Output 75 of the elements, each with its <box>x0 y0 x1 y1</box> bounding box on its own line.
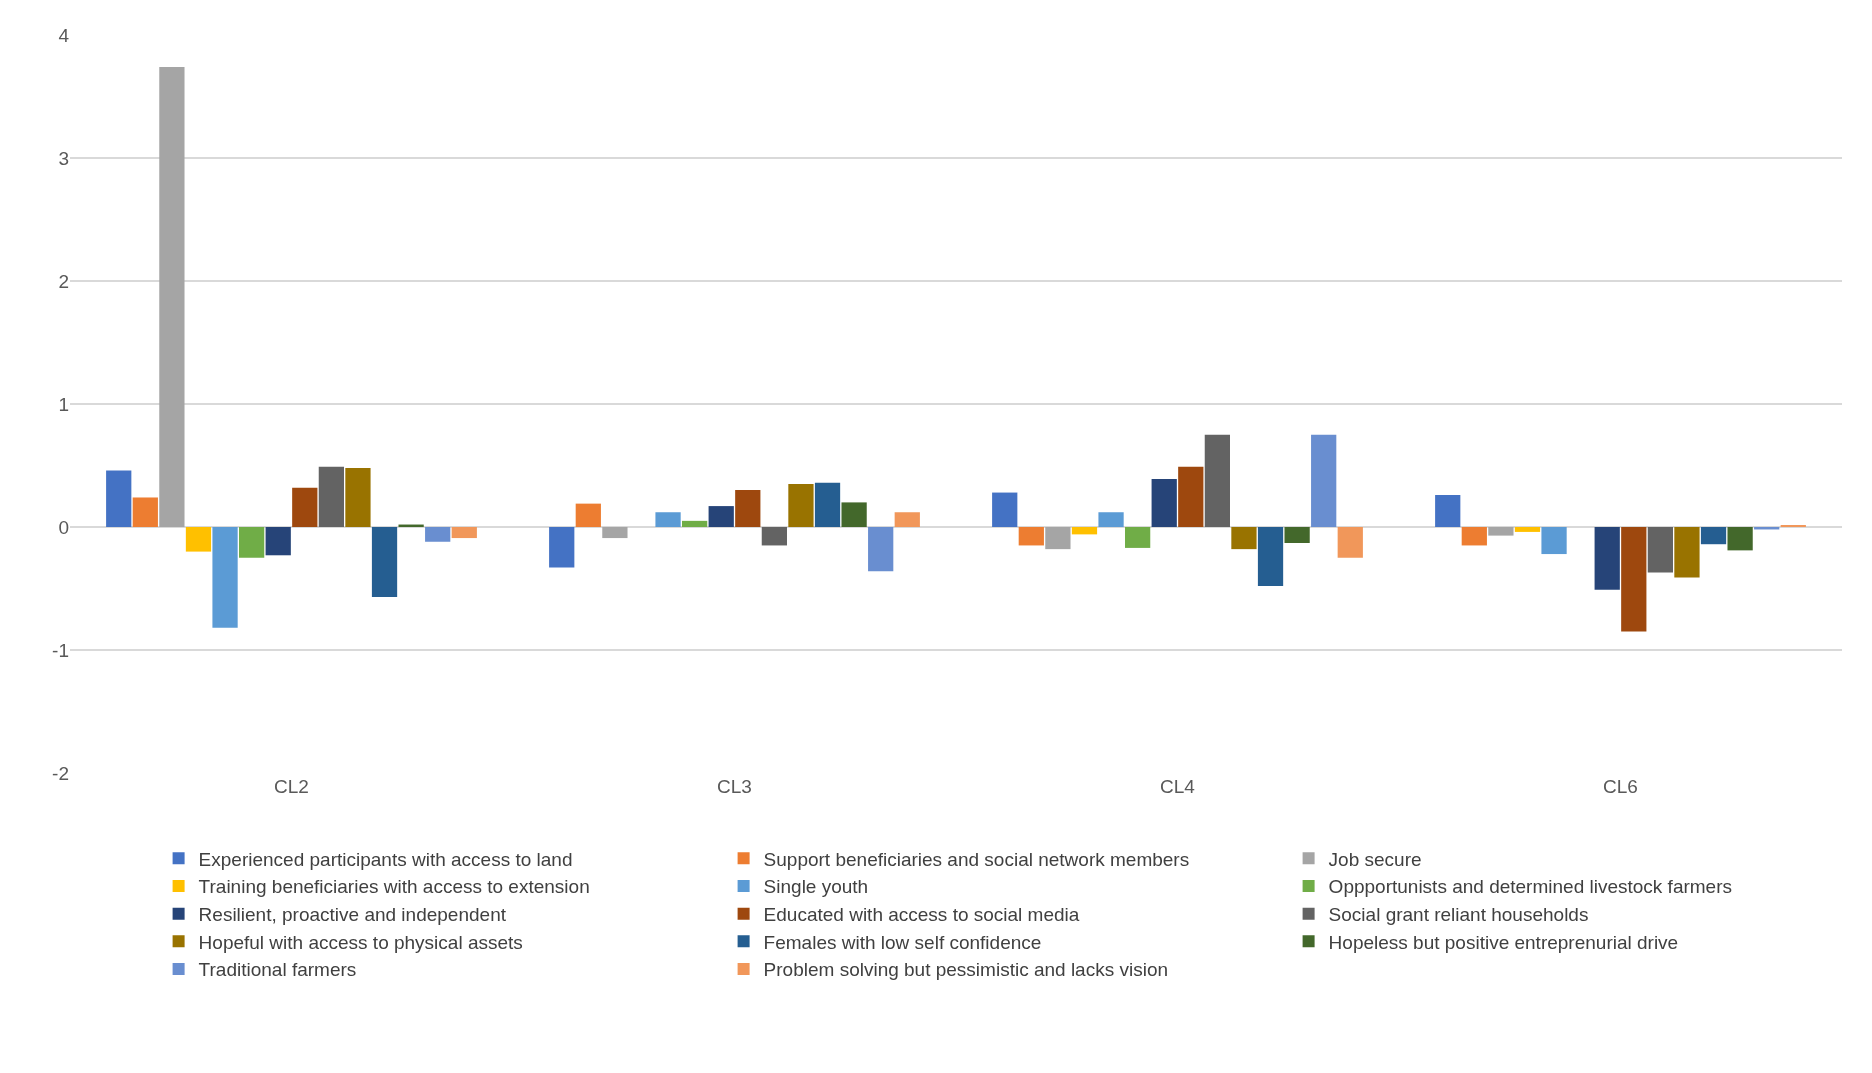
bar <box>1178 466 1204 527</box>
bar <box>1435 495 1461 527</box>
y-tick-label: 0 <box>58 516 69 538</box>
bar <box>761 527 787 546</box>
legend-label: Females with low self confidence <box>763 931 1042 953</box>
legend-label: Traditional farmers <box>198 959 357 981</box>
bar <box>575 503 601 527</box>
bar <box>549 527 575 568</box>
x-tick-label: CL6 <box>1603 776 1638 797</box>
y-tick-label: 1 <box>58 393 69 415</box>
bar <box>451 527 477 539</box>
bar <box>992 492 1018 527</box>
x-tick-label: CL3 <box>717 776 752 797</box>
bar <box>239 527 265 558</box>
legend-label: Hopeful with access to physical assets <box>198 931 523 953</box>
legend-label: Resilient, proactive and independent <box>198 904 507 926</box>
x-tick-label: CL4 <box>1160 776 1196 797</box>
bar <box>1337 527 1363 558</box>
bar <box>894 512 920 527</box>
bar <box>185 527 212 552</box>
y-tick-label: 3 <box>58 147 69 169</box>
bar <box>814 482 841 527</box>
bar <box>1674 527 1700 578</box>
bar <box>868 527 894 572</box>
bar <box>708 506 734 527</box>
legend-label: Problem solving but pessimistic and lacks vision <box>763 959 1169 981</box>
legend-label: Support beneficiaries and social network members <box>763 848 1190 870</box>
y-tick-label: -1 <box>52 639 69 661</box>
bar <box>1311 434 1337 527</box>
bar <box>1231 527 1257 550</box>
legend-label: Single youth <box>763 876 869 898</box>
y-tick-label: -2 <box>52 762 69 784</box>
bar <box>1488 527 1514 536</box>
bar <box>1621 527 1647 632</box>
legend-label: Hopeless but positive entreprenurial drive <box>1328 931 1679 953</box>
bar <box>1151 479 1177 527</box>
bar <box>1204 434 1230 527</box>
bar <box>132 497 158 527</box>
bar <box>1045 527 1071 550</box>
bar <box>425 527 451 542</box>
legend-label: Job secure <box>1328 848 1422 870</box>
bar <box>788 483 814 527</box>
bar <box>602 527 628 539</box>
bar <box>1257 527 1284 587</box>
bar <box>345 467 371 527</box>
bar <box>1098 512 1124 527</box>
bar <box>682 520 708 527</box>
legend-label: Training beneficiaries with access to extension <box>198 876 590 898</box>
bar <box>655 512 681 527</box>
bar <box>1700 527 1727 545</box>
bar <box>1594 527 1620 590</box>
bar <box>1125 527 1151 548</box>
bar <box>106 470 132 527</box>
legend-label: Educated with access to social media <box>763 904 1080 926</box>
bar <box>371 527 398 598</box>
legend-label: Social grant reliant households <box>1328 904 1589 926</box>
bar <box>1727 527 1753 551</box>
y-tick-label: 4 <box>58 24 70 46</box>
y-tick-label: 2 <box>58 270 69 292</box>
bar <box>292 487 318 527</box>
bar <box>212 527 238 628</box>
bar <box>1514 527 1541 532</box>
bar <box>841 502 867 527</box>
bar <box>1541 527 1567 555</box>
legend-label: Oppportunists and determined livestock farmers <box>1328 876 1733 898</box>
bar <box>1071 527 1098 535</box>
bar <box>1461 527 1487 546</box>
bar <box>318 466 344 527</box>
legend-label: Experienced participants with access to land <box>198 848 573 870</box>
bar <box>1018 527 1044 546</box>
bar <box>1284 527 1310 543</box>
x-tick-label: CL2 <box>274 776 309 797</box>
bar <box>1647 527 1673 573</box>
bar <box>265 527 291 556</box>
bar <box>735 490 761 527</box>
